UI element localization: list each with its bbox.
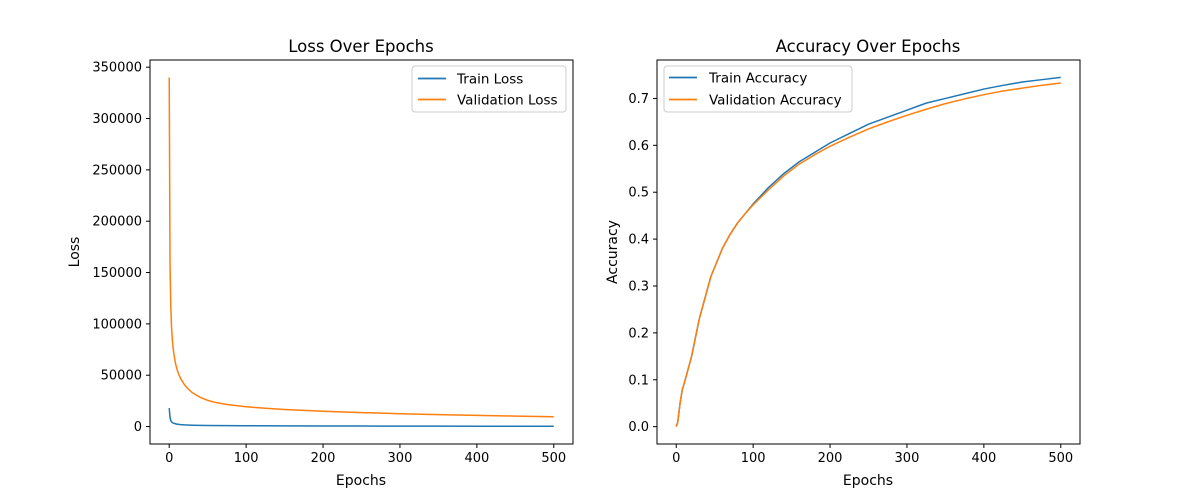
accuracy-legend-label-train: Train Accuracy bbox=[708, 71, 807, 87]
x-tick-label: 200 bbox=[311, 451, 336, 466]
accuracy-legend-box bbox=[663, 65, 853, 113]
y-tick-label: 0.5 bbox=[628, 186, 649, 201]
accuracy-title: Accuracy Over Epochs bbox=[776, 37, 961, 56]
y-tick-label: 0.4 bbox=[628, 233, 649, 248]
x-tick-label: 400 bbox=[971, 451, 996, 466]
x-tick-label: 0 bbox=[672, 451, 680, 466]
x-tick-label: 400 bbox=[464, 451, 489, 466]
x-tick-label: 500 bbox=[541, 451, 566, 466]
series-line-train-loss bbox=[168, 407, 554, 428]
series-line-validation-accuracy bbox=[675, 82, 1061, 427]
accuracy-series-group bbox=[675, 76, 1061, 427]
x-tick-label: 100 bbox=[234, 451, 259, 466]
accuracy-x-axis-label: Epochs bbox=[843, 473, 893, 489]
loss-ticks: 0 100 200 300 400 500 0 50000 100000 150000 200000… bbox=[92, 61, 566, 466]
y-tick-label: 0.1 bbox=[628, 373, 649, 388]
accuracy-plot-frame bbox=[656, 59, 1081, 445]
y-tick-label: 0.0 bbox=[628, 420, 649, 435]
x-tick-label: 500 bbox=[1048, 451, 1073, 466]
y-tick-label: 150000 bbox=[92, 266, 142, 281]
y-tick-label: 0.7 bbox=[628, 92, 649, 107]
loss-legend: Train Loss Validation Loss bbox=[411, 65, 567, 113]
accuracy-y-axis-label: Accuracy bbox=[605, 220, 621, 284]
y-tick-label: 0.6 bbox=[628, 139, 649, 154]
loss-series-group bbox=[168, 77, 554, 428]
y-tick-label: 200000 bbox=[92, 215, 142, 230]
x-tick-label: 200 bbox=[818, 451, 843, 466]
loss-x-axis-label: Epochs bbox=[336, 473, 386, 489]
y-tick-label: 300000 bbox=[92, 112, 142, 127]
loss-legend-box bbox=[411, 65, 567, 113]
y-tick-label: 350000 bbox=[92, 61, 142, 76]
loss-legend-label-validation: Validation Loss bbox=[457, 93, 558, 109]
x-tick-label: 300 bbox=[895, 451, 920, 466]
series-line-validation-loss bbox=[168, 77, 554, 418]
y-tick-label: 250000 bbox=[92, 163, 142, 178]
y-tick-label: 50000 bbox=[101, 369, 142, 384]
accuracy-panel: Accuracy Over Epochs 0 100 200 300 400 500 0.0… bbox=[605, 37, 1081, 489]
y-tick-label: 0.3 bbox=[628, 279, 649, 294]
loss-plot-frame bbox=[149, 59, 574, 445]
x-tick-label: 300 bbox=[388, 451, 413, 466]
loss-legend-label-train: Train Loss bbox=[456, 72, 523, 88]
loss-title: Loss Over Epochs bbox=[288, 37, 434, 56]
loss-panel: Loss Over Epochs 0 100 200 300 400 500 0 50000 1… bbox=[67, 37, 574, 489]
y-tick-label: 0 bbox=[134, 420, 142, 435]
x-tick-label: 0 bbox=[165, 451, 173, 466]
accuracy-legend: Train Accuracy Validation Accuracy bbox=[663, 65, 853, 113]
y-tick-label: 100000 bbox=[92, 317, 142, 332]
loss-y-axis-label: Loss bbox=[67, 237, 83, 268]
y-tick-label: 0.2 bbox=[628, 326, 649, 341]
accuracy-ticks: 0 100 200 300 400 500 0.0 0.1 0.2 0.3 0.4 0.5 0.6 0.7 bbox=[628, 92, 1073, 466]
x-tick-label: 100 bbox=[741, 451, 766, 466]
accuracy-legend-label-validation: Validation Accuracy bbox=[709, 93, 842, 109]
